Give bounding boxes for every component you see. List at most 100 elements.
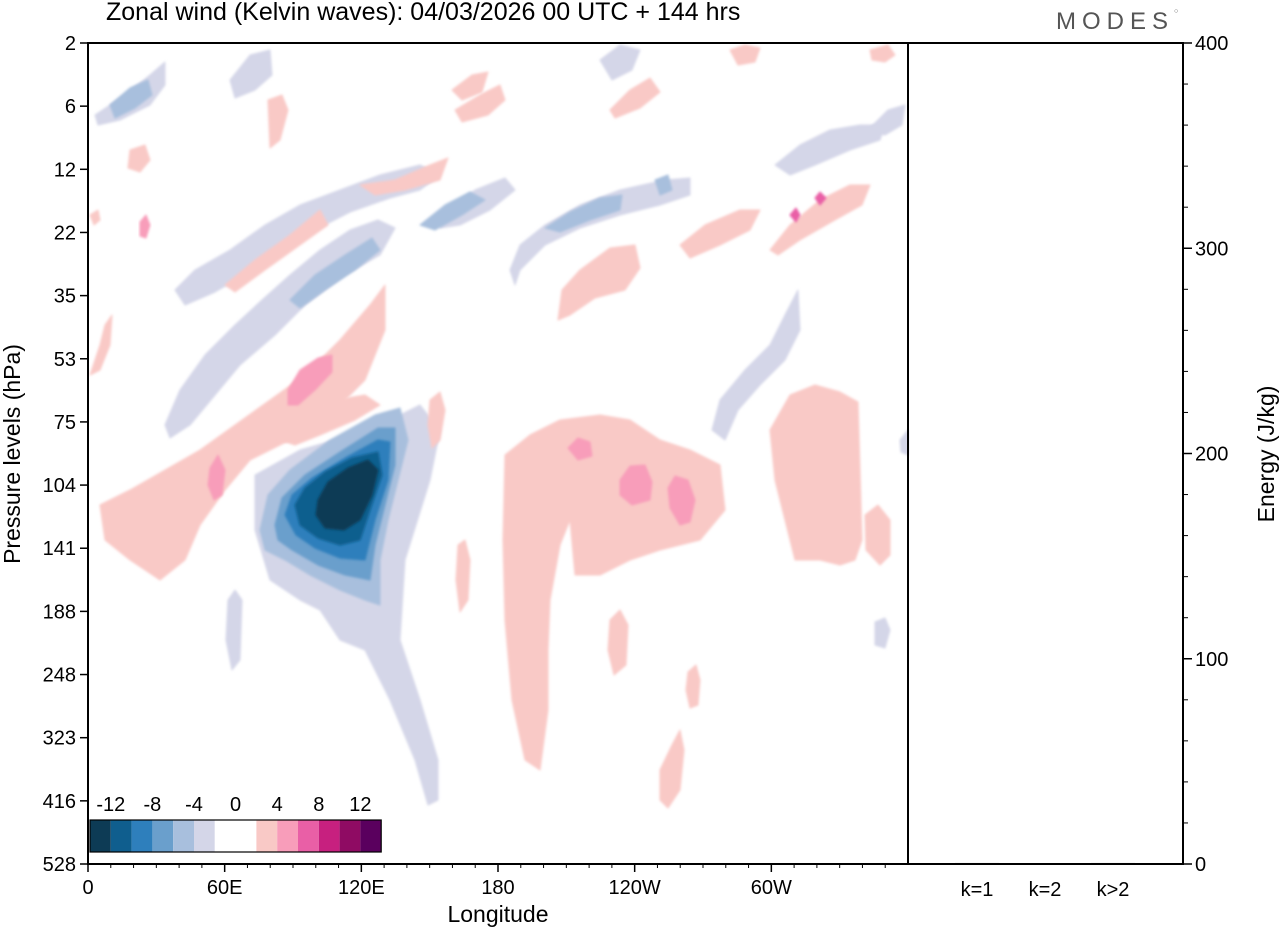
- contour-region-positive-24: [224, 209, 329, 293]
- contour-region-negative-39: [419, 191, 486, 231]
- energy-tick-label: 100: [1195, 649, 1228, 671]
- energy-bar-label: k=1: [961, 879, 994, 901]
- energy-axis-title: Energy (J/kg): [1253, 386, 1279, 523]
- colorbar-label: 8: [313, 794, 324, 816]
- contour-region-negative-7: [599, 44, 641, 81]
- colorbar-swatch-10: [298, 820, 319, 852]
- contour-region-negative-13: [899, 429, 909, 456]
- contour-region-positive-33: [267, 94, 289, 149]
- colorbar-swatch-2: [131, 820, 153, 852]
- contour-region-negative-42: [654, 174, 673, 196]
- chart-title: Zonal wind (Kelvin waves): 04/03/2026 00…: [106, 0, 741, 26]
- colorbar-label: -8: [144, 794, 162, 816]
- contour-region-positive-26: [609, 77, 661, 119]
- contour-region-positive-25: [454, 84, 506, 123]
- contour-region-positive-34: [729, 44, 761, 66]
- heatmap-contours: [89, 44, 909, 809]
- colorbar-swatch-7: [235, 820, 257, 852]
- contour-region-positive-30: [659, 729, 685, 809]
- colorbar-label: -12: [96, 794, 125, 816]
- contour-region-positive-53: [139, 214, 151, 239]
- colorbar-swatch-3: [152, 820, 174, 852]
- x-tick-label: 120E: [338, 877, 385, 899]
- contour-region-positive-48: [287, 354, 333, 406]
- contour-region-positive-20: [769, 184, 871, 256]
- colorbar-swatch-4: [173, 820, 194, 852]
- contour-region-positive-51: [667, 475, 696, 526]
- y-tick-label: 75: [54, 412, 76, 434]
- contour-region-positive-32: [427, 391, 446, 449]
- y-tick-label: 6: [65, 96, 76, 118]
- contour-region-positive-49: [207, 454, 226, 501]
- contour-region-positive-18: [557, 244, 641, 321]
- colorbar-swatch-0: [90, 820, 111, 852]
- y-tick-label: 528: [43, 854, 76, 876]
- contour-region-negative-47: [315, 459, 379, 531]
- contour-region-positive-36: [127, 144, 151, 173]
- contour-region-positive-52: [567, 437, 593, 461]
- modes-logo: MODES○: [1056, 8, 1179, 35]
- contour-region-positive-31: [455, 539, 471, 613]
- y-tick-label: 416: [43, 791, 76, 813]
- y-tick-label: 104: [43, 475, 76, 497]
- contour-region-positive-29: [685, 664, 701, 709]
- contour-region-positive-35: [869, 44, 896, 63]
- energy-bar-label: k=2: [1029, 879, 1062, 901]
- energy-bar-label: k>2: [1097, 879, 1130, 901]
- axis-labels: 2 6 12 22 35 53 75 104 141 188 248 323 416 528 0 60E 120…: [0, 33, 1279, 927]
- x-axis-title: Longitude: [447, 901, 548, 927]
- colorbar-swatch-12: [339, 820, 361, 852]
- colorbar-label: -4: [185, 794, 203, 816]
- y-tick-label: 35: [54, 286, 76, 308]
- contour-region-positive-19: [679, 209, 761, 259]
- energy-tick-label: 0: [1195, 854, 1206, 876]
- contour-region-positive-37: [89, 209, 101, 226]
- y-tick-label: 22: [54, 222, 76, 244]
- colorbar-label: 4: [272, 794, 283, 816]
- x-tick-label: 60W: [751, 877, 792, 899]
- energy-tick-label: 200: [1195, 444, 1228, 466]
- energy-bars: k=1 k=2 k>2: [955, 862, 1135, 901]
- contour-region-negative-40: [544, 194, 623, 233]
- colorbar-swatch-11: [318, 820, 340, 852]
- contour-region-negative-12: [874, 617, 891, 649]
- contour-region-negative-38: [289, 237, 381, 309]
- y-tick-label: 53: [54, 349, 76, 371]
- contour-region-positive-16: [769, 384, 863, 566]
- contour-region-positive-22: [279, 394, 381, 446]
- contour-region-negative-11: [225, 589, 243, 671]
- x-tick-label: 120W: [609, 877, 661, 899]
- axis-ticks: [80, 42, 1192, 872]
- x-tick-label: 180: [481, 877, 514, 899]
- energy-tick-label: 400: [1195, 33, 1228, 55]
- contour-region-positive-15: [502, 414, 726, 771]
- energy-tick-label: 300: [1195, 238, 1228, 260]
- contour-region-positive-54: [789, 207, 801, 223]
- contour-region-positive-14: [99, 284, 386, 581]
- colorbar-swatch-1: [110, 820, 132, 852]
- energy-frame: [907, 42, 1184, 865]
- colorbar: -12 -8 -4 0 4 8 12: [89, 794, 382, 853]
- y-tick-label: 141: [43, 538, 76, 560]
- y-tick-label: 188: [43, 601, 76, 623]
- contour-region-negative-4: [509, 177, 691, 286]
- y-axis-title: Pressure levels (hPa): [0, 344, 25, 564]
- contour-region-positive-23: [359, 157, 449, 196]
- colorbar-swatch-13: [360, 820, 382, 852]
- contour-region-positive-27: [451, 71, 489, 101]
- y-tick-label: 2: [65, 33, 76, 55]
- contour-region-negative-9: [867, 104, 906, 136]
- x-tick-label: 60E: [207, 877, 243, 899]
- contour-region-negative-6: [229, 49, 273, 99]
- contour-region-positive-17: [864, 504, 891, 566]
- y-tick-label: 323: [43, 728, 76, 750]
- colorbar-swatch-5: [194, 820, 215, 852]
- colorbar-border: [89, 819, 382, 853]
- contour-region-positive-28: [607, 609, 629, 676]
- y-tick-label: 248: [43, 665, 76, 687]
- y-tick-label: 12: [54, 159, 76, 181]
- contour-region-negative-8: [774, 124, 886, 176]
- colorbar-swatch-9: [277, 820, 298, 852]
- colorbar-swatch-8: [256, 820, 278, 852]
